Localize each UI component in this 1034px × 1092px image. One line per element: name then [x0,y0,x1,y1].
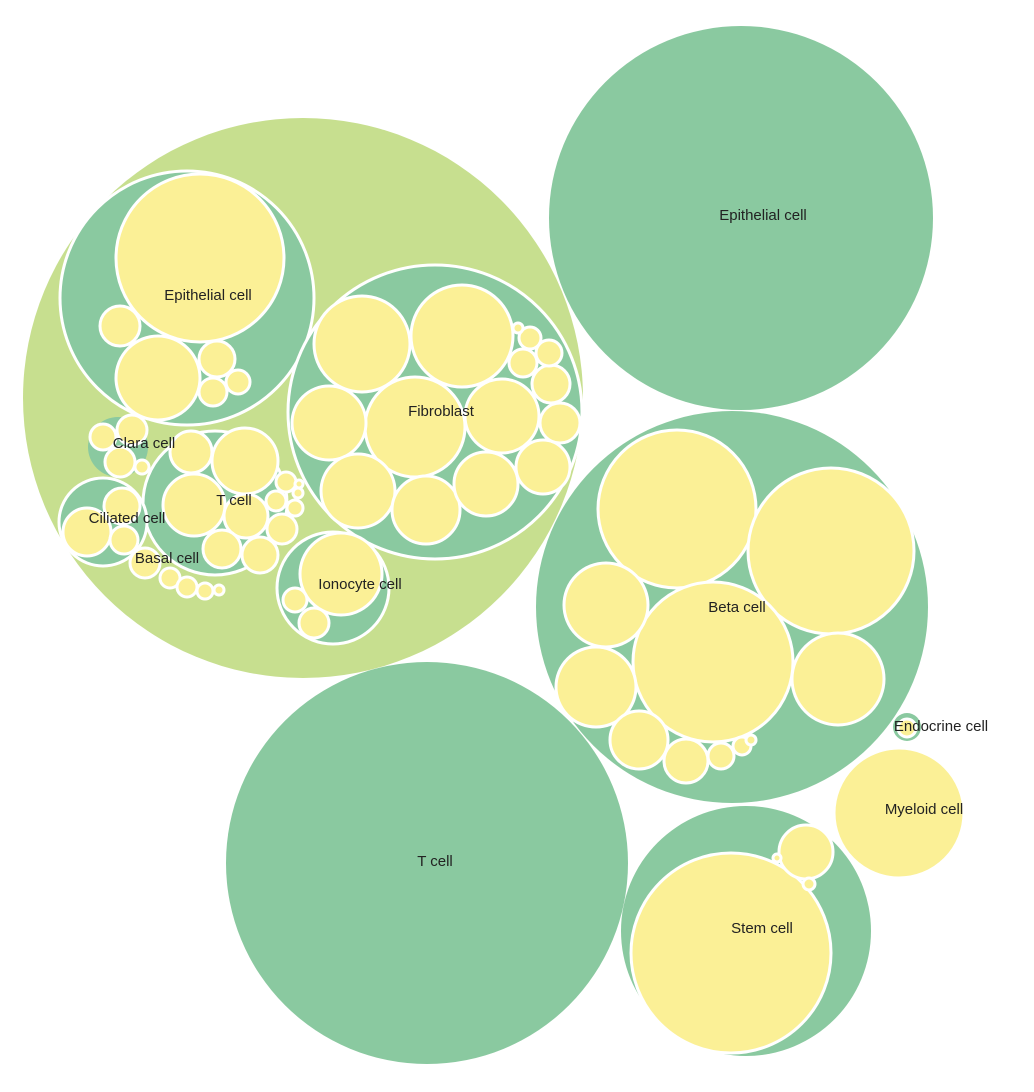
stem-group [621,806,871,1056]
cell-circle [517,325,543,351]
cell-circle [175,575,199,599]
node-label: Ciliated cell [89,510,166,527]
cell-circle [744,733,758,747]
cell-circle [168,429,214,475]
cell-circle [514,438,572,496]
cell-circle [114,172,286,344]
cell-circle [608,709,670,771]
cell-circle [114,334,202,422]
cell-circle [777,823,835,881]
cell-circle [790,631,886,727]
node-label: Myeloid cell [885,801,963,818]
cell-circle [832,746,966,880]
cell-circle [264,489,288,513]
epithelial-group [58,169,316,427]
cell-circle [133,458,151,476]
beta-group [536,411,928,803]
cell-circle [297,606,331,640]
cell-circle [115,413,149,447]
cell-circle [562,561,650,649]
cell-circle [212,583,226,597]
cell-circle [662,737,710,785]
node-label: Clara cell [113,435,176,452]
ciliated-group [57,476,149,568]
basal-group [128,546,226,601]
node-label: Basal cell [135,550,199,567]
fibroblast-group [286,263,584,561]
cell-circle [102,486,142,526]
node-label: Stem cell [731,920,793,937]
cell-circle [161,472,227,538]
cell-circle [195,581,215,601]
cell-circle [554,645,638,729]
cell-circle [319,452,397,530]
cell-circle [103,445,137,479]
clara-group [88,413,151,479]
cell-circle [291,486,305,500]
cell-circle [298,531,384,617]
cell-circle [530,363,572,405]
node-label: Endocrine cell [894,718,988,735]
cell-circle [511,321,525,335]
node-label: Beta cell [708,599,766,616]
cell-circle [293,478,305,490]
cell-circle [210,426,280,496]
cell-circle [222,492,270,540]
node-label: Ionocyte cell [318,576,401,593]
cell-circle [201,528,243,570]
cell-circle [452,450,520,518]
cell-circle [128,546,162,580]
cell-circle [409,283,515,389]
node-label: T cell [417,853,453,870]
cell-circle [534,338,564,368]
cell-circle [507,347,539,379]
cell-circle [98,304,142,348]
cell-circle [538,401,582,445]
cell-circle [224,368,252,396]
cell-circle [108,524,140,556]
cell-circle [88,422,118,452]
t-cell-group [141,426,305,577]
cell-circle [197,376,229,408]
cluster-circle [549,26,933,410]
cell-circle [896,717,918,739]
cell-circle [629,851,833,1055]
node-label: T cell [216,492,252,509]
ionocyte-group [275,530,391,646]
cell-circle [197,339,237,379]
cell-circle [312,294,412,394]
cell-circle [285,498,305,518]
cell-circle [463,377,541,455]
cell-circle [706,741,736,771]
node-label: Epithelial cell [164,287,252,304]
cell-circle [240,535,280,575]
cluster-circle [226,662,628,1064]
cell-circle [771,852,783,864]
cell-circle [390,474,462,546]
cell-circle [631,580,795,744]
cell-circle [290,384,368,462]
cell-circle [596,428,758,590]
cell-circle [801,876,817,892]
node-label: Fibroblast [408,403,475,420]
node-label: Epithelial cell [719,207,807,224]
cell-circle [265,512,299,546]
cell-circle [281,586,309,614]
